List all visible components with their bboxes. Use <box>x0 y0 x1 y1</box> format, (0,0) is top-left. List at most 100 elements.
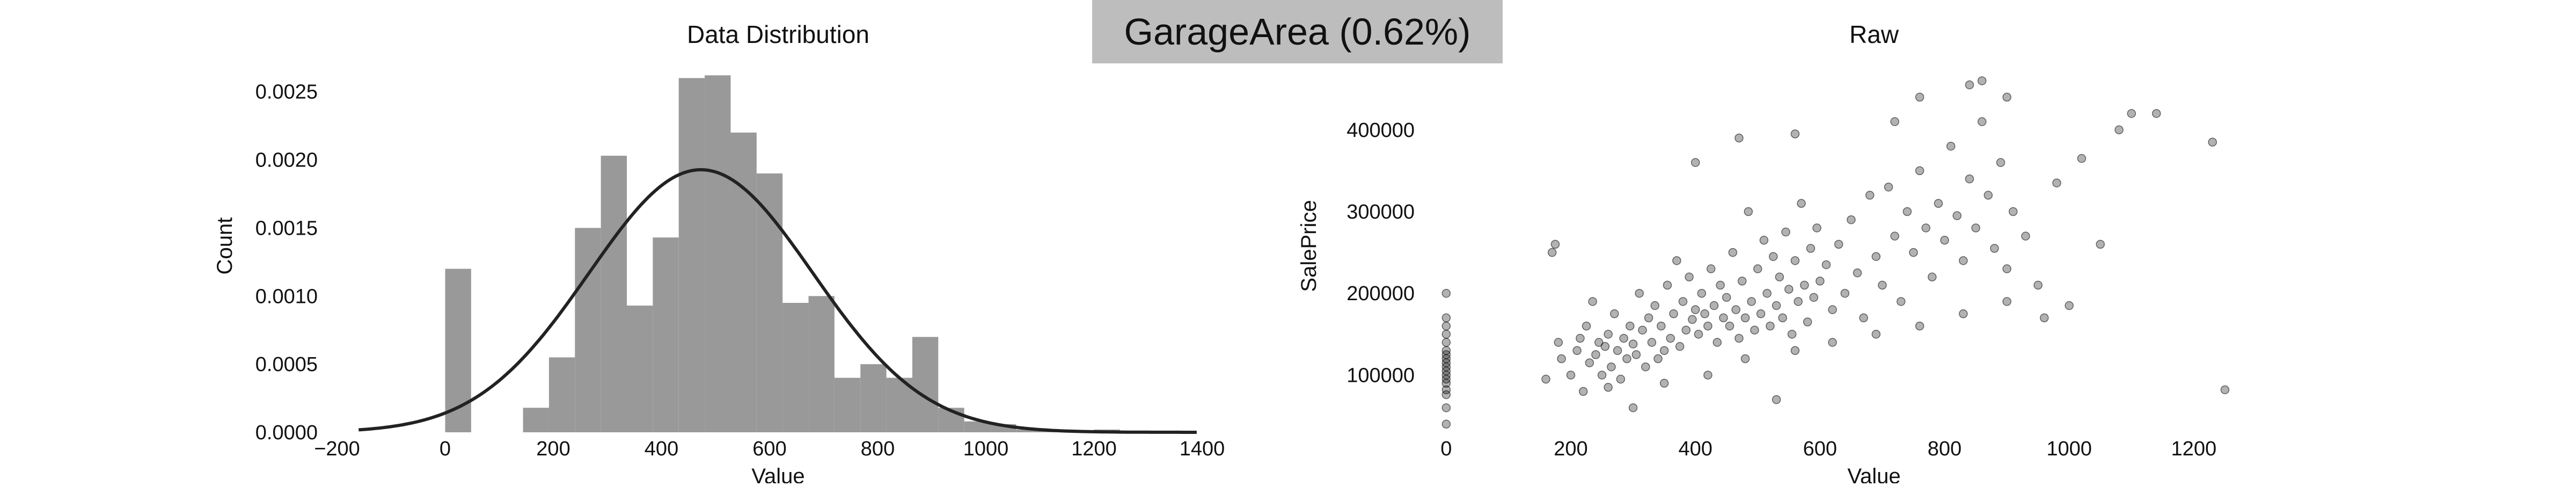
scatter-point <box>1737 277 1747 286</box>
scatter-point <box>1902 207 1912 216</box>
normal-fit-curve <box>358 168 1197 434</box>
scatter-y-axis-label: SalePrice <box>1297 200 1321 292</box>
scatter-point <box>2021 231 2030 241</box>
scatter-point <box>1744 207 1753 216</box>
scatter-point <box>1588 297 1597 306</box>
scatter-point <box>1946 141 1956 151</box>
scatter-point <box>2077 154 2087 163</box>
scatter-point <box>1547 248 1557 257</box>
scatter-point <box>2052 178 2061 187</box>
scatter-point <box>1653 354 1663 364</box>
scatter-point <box>1971 223 1980 233</box>
figure-title: GarageArea (0.62%) <box>1092 0 1503 63</box>
scatter-point <box>1803 317 1812 327</box>
scatter-point <box>1915 166 1924 176</box>
scatter-point <box>1759 236 1769 245</box>
scatter-point <box>1753 264 1762 273</box>
histogram-bar <box>445 269 471 432</box>
scatter-point <box>1638 325 1647 335</box>
scatter-point <box>1909 248 1918 257</box>
scatter-x-tick-label: 1200 <box>2171 438 2217 460</box>
scatter-point <box>1576 333 1585 343</box>
scatter-point <box>1772 301 1781 310</box>
histogram-x-tick-label: 0 <box>440 438 451 460</box>
histogram-bar <box>1016 429 1042 432</box>
scatter-point <box>2002 297 2011 306</box>
histogram-chart: Data Distribution Value Count −200 0 200 40… <box>213 20 1225 486</box>
scatter-point <box>1722 293 1731 302</box>
scatter-point <box>1934 199 1943 208</box>
histogram-x-tick-label: 1000 <box>963 438 1009 460</box>
scatter-point <box>1600 342 1610 351</box>
scatter-point <box>1828 338 1837 347</box>
scatter-point <box>1703 371 1713 380</box>
scatter-point <box>2220 385 2230 395</box>
scatter-y-ticks: 100000 200000 300000 400000 <box>1346 119 1415 387</box>
scatter-point <box>1865 191 1875 200</box>
scatter-point <box>2008 207 2018 216</box>
scatter-point <box>1821 260 1831 270</box>
histogram-bar <box>653 237 679 432</box>
scatter-point <box>1965 174 1974 184</box>
scatter-point <box>1800 280 1809 290</box>
scatter-point <box>1709 301 1719 310</box>
scatter-point <box>1659 379 1669 388</box>
scatter-point <box>1566 371 1576 380</box>
scatter-point <box>1871 330 1881 339</box>
scatter-point <box>1582 321 1591 331</box>
histogram-y-tick-label: 0.0000 <box>255 422 318 444</box>
histogram-x-tick-label: 800 <box>861 438 895 460</box>
scatter-point <box>1766 321 1775 331</box>
scatter-point <box>1790 346 1800 356</box>
scatter-point <box>1853 268 1862 278</box>
scatter-point <box>1441 403 1451 412</box>
scatter-point <box>1940 236 1949 245</box>
scatter-title: Raw <box>1849 20 1899 48</box>
scatter-point <box>1578 387 1588 396</box>
scatter-point <box>1703 321 1713 331</box>
histogram-bar <box>860 364 887 432</box>
scatter-point <box>1809 293 1818 302</box>
scatter-point <box>1628 339 1638 349</box>
histogram-bar <box>964 421 991 432</box>
scatter-point <box>1572 346 1582 356</box>
scatter-x-tick-label: 0 <box>1440 438 1452 460</box>
scatter-point <box>1657 321 1666 331</box>
histogram-bar <box>912 337 939 432</box>
histogram-x-tick-label: 1400 <box>1180 438 1225 460</box>
scatter-point <box>1747 297 1756 306</box>
scatter-point <box>1756 309 1766 318</box>
scatter-point <box>1996 158 2006 167</box>
histogram-bar <box>782 302 809 432</box>
scatter-point <box>1787 330 1797 339</box>
scatter-point <box>1644 313 1653 323</box>
scatter-point <box>1626 321 1635 331</box>
scatter-point <box>1775 272 1784 282</box>
scatter-point <box>1688 315 1697 324</box>
scatter-point <box>1816 277 1825 286</box>
scatter-point <box>1550 240 1560 249</box>
scatter-point <box>1597 371 1607 380</box>
scatter-point <box>2002 92 2011 102</box>
scatter-point <box>1859 313 1868 323</box>
scatter-x-tick-label: 1000 <box>2046 438 2092 460</box>
scatter-point <box>1647 338 1657 347</box>
scatter-y-tick-label: 200000 <box>1346 282 1415 305</box>
scatter-point <box>1700 309 1709 318</box>
scatter-point <box>1659 346 1669 356</box>
scatter-point <box>1591 350 1600 359</box>
scatter-point <box>1441 390 1451 400</box>
scatter-chart: Raw Value SalePrice 0 200 400 600 800 1000 120… <box>1297 20 2230 486</box>
scatter-point <box>1441 419 1451 429</box>
histogram-y-tick-label: 0.0010 <box>255 285 318 308</box>
scatter-x-axis-label: Value <box>1847 465 1900 483</box>
scatter-point <box>1828 305 1837 314</box>
scatter-point <box>1977 76 1987 85</box>
scatter-point <box>1706 264 1716 273</box>
scatter-point <box>1441 338 1451 347</box>
scatter-point <box>1731 305 1740 314</box>
scatter-point <box>1541 374 1550 384</box>
scatter-y-tick-label: 100000 <box>1346 364 1415 387</box>
scatter-point <box>1778 313 1787 323</box>
